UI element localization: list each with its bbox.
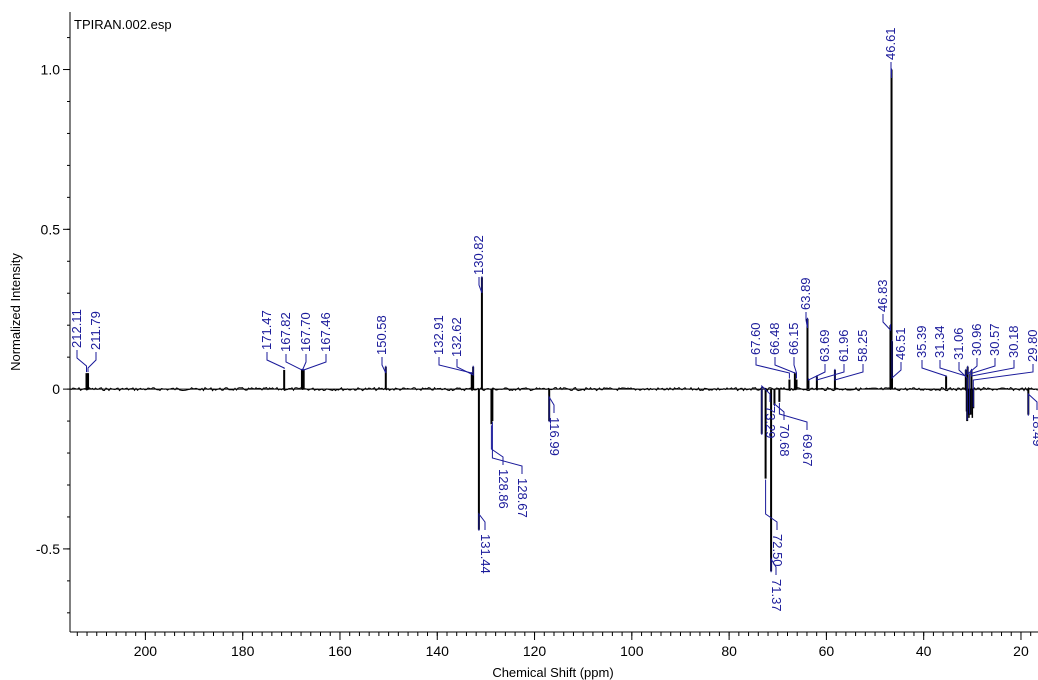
peak-label: 167.82 xyxy=(278,312,293,352)
peak-label: 29.80 xyxy=(1025,329,1038,362)
peak-label-leader xyxy=(755,357,790,379)
peak-label: 46.61 xyxy=(883,27,898,60)
y-axis: 1.0 0.5 0 -0.5 xyxy=(36,12,71,632)
peak-labels-layer: 212.11 211.79 171.47 167.82 167.70 167.46 150.… xyxy=(69,27,1038,611)
y-tick-label: -0.5 xyxy=(36,541,60,557)
peak-label-leader xyxy=(971,360,1015,377)
peak-label-leader xyxy=(381,357,387,374)
peak-label-leader xyxy=(478,512,486,531)
peak-label-leader xyxy=(302,354,307,371)
peak-label-leader xyxy=(891,340,902,380)
peak-label: 71.37 xyxy=(769,579,784,612)
x-axis: 200 180 160 140 120 100 80 60 40 20 xyxy=(70,631,1038,659)
y-tick-label: 1.0 xyxy=(41,62,61,78)
peak-label-leader xyxy=(969,358,996,414)
peak-label: 72.50 xyxy=(770,534,785,567)
x-tick-label: 120 xyxy=(523,643,547,659)
peak-label: 66.15 xyxy=(786,322,801,355)
peak-label: 69.67 xyxy=(800,434,815,467)
peak-label-leader xyxy=(548,395,555,423)
chart-title: TPIRAN.002.esp xyxy=(74,17,172,32)
peak-label-leader xyxy=(967,358,978,376)
y-tick-label: 0.5 xyxy=(41,221,61,237)
peak-label-leader xyxy=(778,402,808,430)
peak-label-leader xyxy=(958,362,968,421)
y-axis-title: Normalized Intensity xyxy=(8,253,23,371)
peak-label: 30.96 xyxy=(969,323,984,356)
peak-label-leader xyxy=(456,359,474,376)
peak-label-leader xyxy=(76,350,87,373)
peak-label-leader xyxy=(285,354,303,371)
peak-label: 61.96 xyxy=(836,329,851,362)
peak-label: 167.46 xyxy=(318,312,333,352)
peak-label: 30.57 xyxy=(987,323,1002,356)
peak-label-leader xyxy=(793,357,797,379)
peaks-layer xyxy=(69,69,1038,572)
peak-label-leader xyxy=(765,479,778,530)
peak-label: 67.60 xyxy=(748,322,763,355)
x-tick-label: 180 xyxy=(231,643,255,659)
peak-label-leader xyxy=(921,360,947,377)
peak-label: 58.25 xyxy=(855,329,870,362)
peak-label: 63.69 xyxy=(817,329,832,362)
peak-label: 171.47 xyxy=(259,310,274,350)
peak-label-leader xyxy=(87,352,97,373)
peak-label: 73.29 xyxy=(763,406,778,439)
peak-label-leader xyxy=(303,354,327,371)
peak-label-leader xyxy=(834,364,864,381)
x-tick-label: 160 xyxy=(328,643,352,659)
peak-label-leader xyxy=(882,314,891,332)
peak-label: 130.82 xyxy=(471,235,486,275)
peak-label-leader xyxy=(972,364,1034,408)
x-tick-label: 200 xyxy=(134,643,158,659)
peak-label-leader xyxy=(805,312,808,329)
peak-label-leader xyxy=(266,352,285,369)
peak-label-leader xyxy=(438,357,473,374)
peak-label-leader xyxy=(491,422,523,474)
peak-label-leader xyxy=(939,360,967,377)
x-tick-label: 100 xyxy=(620,643,644,659)
peak-label: 167.70 xyxy=(298,312,313,352)
x-tick-label: 40 xyxy=(916,643,932,659)
peak-label: 18.49 xyxy=(1030,414,1038,447)
peak-label-leader xyxy=(770,557,777,575)
peak-label: 70.68 xyxy=(777,424,792,457)
peak-label: 31.06 xyxy=(951,327,966,360)
peak-label: 30.18 xyxy=(1006,325,1021,358)
peak-label: 31.34 xyxy=(932,325,947,358)
x-tick-label: 140 xyxy=(426,643,450,659)
peak-label: 131.44 xyxy=(478,534,493,574)
peak-label: 46.83 xyxy=(875,279,890,312)
peak-label-leader xyxy=(816,364,845,381)
x-tick-label: 20 xyxy=(1013,643,1029,659)
peak-label: 132.91 xyxy=(431,315,446,355)
peak-label-leader xyxy=(890,62,892,79)
x-axis-title: Chemical Shift (ppm) xyxy=(492,665,613,680)
peak-label: 211.79 xyxy=(88,311,103,350)
peak-label-leader xyxy=(761,384,771,435)
peak-label: 212.11 xyxy=(69,309,84,348)
peak-label: 128.86 xyxy=(496,469,511,509)
x-tick-label: 60 xyxy=(819,643,835,659)
peak-label: 46.51 xyxy=(893,327,908,360)
peak-label: 116.99 xyxy=(547,417,562,456)
peak-label: 63.89 xyxy=(798,277,813,310)
peak-label: 35.39 xyxy=(914,325,929,358)
x-tick-label: 80 xyxy=(721,643,737,659)
y-tick-label: 0 xyxy=(52,381,60,397)
peak-label: 128.67 xyxy=(515,478,530,518)
peak-label-leader xyxy=(1027,392,1038,416)
baseline-noise xyxy=(69,386,1038,392)
peak-label-leader xyxy=(774,357,796,374)
peak-label: 66.48 xyxy=(767,322,782,355)
peak-label: 132.62 xyxy=(449,317,464,357)
peak-label-leader xyxy=(478,276,483,294)
peak-label: 150.58 xyxy=(374,315,389,355)
